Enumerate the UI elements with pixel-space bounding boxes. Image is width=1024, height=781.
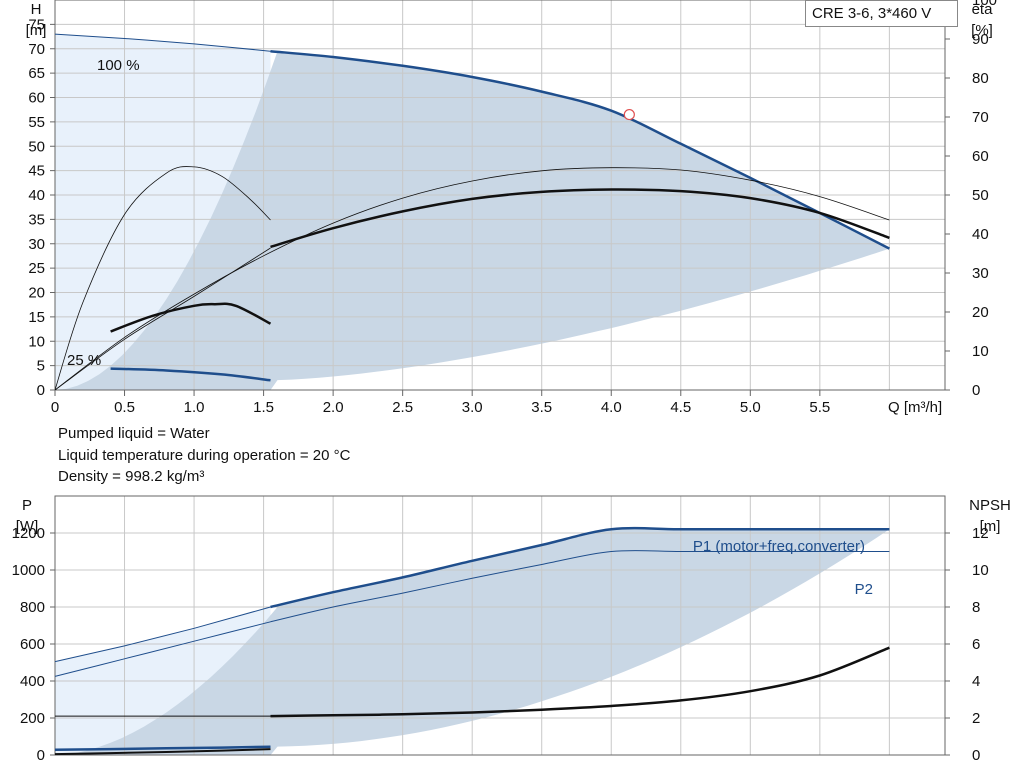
top-y2-tick-label: 40 [972,226,989,243]
top-y2-tick-label: 30 [972,265,989,282]
top-x-tick-label: 4.0 [601,399,622,416]
top-y2-tick-label: 0 [972,382,980,399]
bottom-y2-tick-label: 10 [972,562,989,579]
top-x-tick-label: 5.0 [740,399,761,416]
top-y2-tick-label: 90 [972,31,989,48]
top-x-tick-label: 5.5 [809,399,830,416]
top-x-tick-label: 2.0 [323,399,344,416]
top-y2-tick-label: 10 [972,343,989,360]
bottom-series [54,526,890,756]
bottom-y2-tick-label: 12 [972,525,989,542]
bottom-y-tick-label: 400 [20,673,45,690]
top-grid [55,0,945,390]
top-x-tick-label: 3.0 [462,399,483,416]
eta-total-curve [270,188,890,249]
p1-curve-thin [54,606,271,663]
bottom-y-axis-label-p: P [22,497,32,514]
power-npsh-chart: 0 200 400 600 800 1000 1200 0 2 4 6 8 10 12 P [W] NPS… [12,495,1011,764]
top-y-tick-label: 40 [28,187,45,204]
top-y2-axis-label-eta: eta [972,1,994,18]
top-x-tick-label: 4.5 [670,399,691,416]
pump-name: CRE 3-6, 3*460 V [812,5,932,22]
top-x-tick-label: 3.5 [531,399,552,416]
p1-low-curve [54,745,271,752]
top-y-tick-label: 20 [28,285,45,302]
top-y-tick-label: 30 [28,236,45,253]
bottom-y-tick-label: 600 [20,636,45,653]
bottom-y-tick-label: 0 [37,747,45,764]
top-series [54,33,890,391]
p2-low-curve [54,748,271,756]
top-x-tick-label: 2.5 [392,399,413,416]
top-tick-labels: 0 5 10 15 20 25 30 35 40 45 50 55 60 65 70 75 0 10 20 30 40 5… [28,0,997,416]
bottom-y-tick-label: 1000 [12,562,45,579]
bottom-y-tick-label: 800 [20,599,45,616]
eta-total-low-curve [110,302,272,333]
top-y-tick-label: 55 [28,114,45,131]
top-y-axis-label-unit: [m] [26,22,47,39]
bottom-y2-tick-label: 6 [972,636,980,653]
bottom-y-tick-label: 1200 [12,525,45,542]
npsh-curve [270,646,890,718]
top-y-tick-label: 75 [28,16,45,33]
top-y-axis-label-h: H [31,1,42,18]
top-y-tick-label: 25 [28,260,45,277]
note-liquid-temperature: Liquid temperature during operation = 20… [58,447,351,464]
top-y2-tick-label: 20 [972,304,989,321]
top-y-tick-label: 35 [28,211,45,228]
top-y-tick-label: 10 [28,333,45,350]
legend-p1: P1 (motor+freq.converter) [693,538,865,555]
top-y-tick-label: 65 [28,65,45,82]
top-y2-tick-label: 50 [972,187,989,204]
speed-label-100: 100 % [97,57,140,74]
note-pumped-liquid: Pumped liquid = Water [58,425,210,442]
top-x-tick-label: 1.0 [184,399,205,416]
pump-name-box: CRE 3-6, 3*460 V [805,0,958,27]
top-x-tick-label: 1.5 [253,399,274,416]
operating-point-marker [623,108,635,121]
speed-label-25: 25 % [67,352,101,369]
top-y-tick-label: 70 [28,41,45,58]
p1-curve [270,526,890,609]
bottom-tick-labels: 0 200 400 600 800 1000 1200 0 2 4 6 8 10 12 [12,525,989,764]
top-y-tick-label: 45 [28,163,45,180]
top-y2-tick-label: 80 [972,70,989,87]
bottom-y2-tick-label: 0 [972,747,980,764]
bottom-y2-tick-label: 8 [972,599,980,616]
legend-p2: P2 [855,581,873,598]
top-y2-tick-label: 100 [972,0,997,9]
top-x-axis-label: Q [m³/h] [888,399,942,416]
note-density: Density = 998.2 kg/m³ [58,468,205,485]
top-y-tick-label: 60 [28,90,45,107]
top-y-tick-label: 0 [37,382,45,399]
top-y2-tick-label: 70 [972,109,989,126]
bottom-y2-axis-label-npsh: NPSH [969,497,1011,514]
bottom-plot-frame [54,495,946,756]
head-curve-100 [270,49,890,250]
top-x-tick-label: 0 [51,399,59,416]
bottom-y2-tick-label: 4 [972,673,980,690]
p2-curve [54,550,890,677]
top-x-tick-label: 0.5 [114,399,135,416]
bottom-y-tick-label: 200 [20,710,45,727]
top-y2-tick-label: 60 [972,148,989,165]
top-y-tick-label: 15 [28,309,45,326]
bottom-y2-axis-label-unit: [m] [980,518,1001,535]
bottom-y-axis-label-unit: [W] [16,518,39,535]
top-y2-axis-label-unit: [%] [971,22,993,39]
eta-pump-curve [54,167,890,391]
top-y-tick-label: 50 [28,138,45,155]
head-efficiency-chart: 0 5 10 15 20 25 30 35 40 45 50 55 60 65 70 75 0 10 20 30 40 5… [26,0,997,416]
eta-pump-low-curve [54,166,271,391]
eta-low-envelope [54,247,271,391]
head-curve-25 [110,367,271,382]
top-y-tick-label: 5 [37,358,45,375]
bottom-y2-tick-label: 2 [972,710,980,727]
head-curve-100-thin [54,33,271,52]
